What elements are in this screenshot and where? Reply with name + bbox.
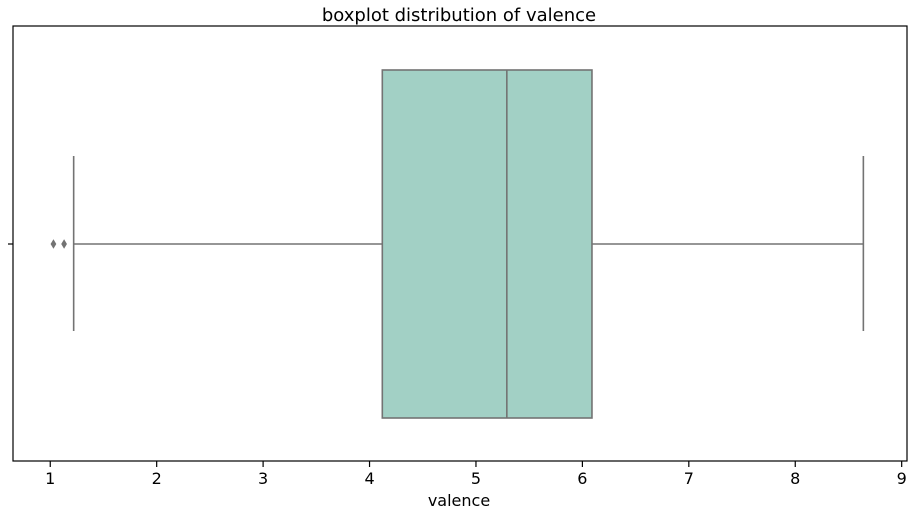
x-tick-label: 7 xyxy=(684,469,694,488)
x-tick-label: 4 xyxy=(364,469,374,488)
iqr-box xyxy=(381,69,593,419)
chart-title: boxplot distribution of valence xyxy=(322,5,596,26)
x-tick-label: 9 xyxy=(897,469,907,488)
x-tick-label: 6 xyxy=(577,469,587,488)
x-tick-label: 2 xyxy=(152,469,162,488)
x-tick-label: 5 xyxy=(471,469,481,488)
outlier-point xyxy=(61,239,67,249)
outlier-point xyxy=(50,239,57,249)
x-tick-label: 1 xyxy=(45,469,55,488)
x-tick-label: 8 xyxy=(790,469,800,488)
x-axis-label: valence xyxy=(428,491,490,510)
x-tick-label: 3 xyxy=(258,469,268,488)
